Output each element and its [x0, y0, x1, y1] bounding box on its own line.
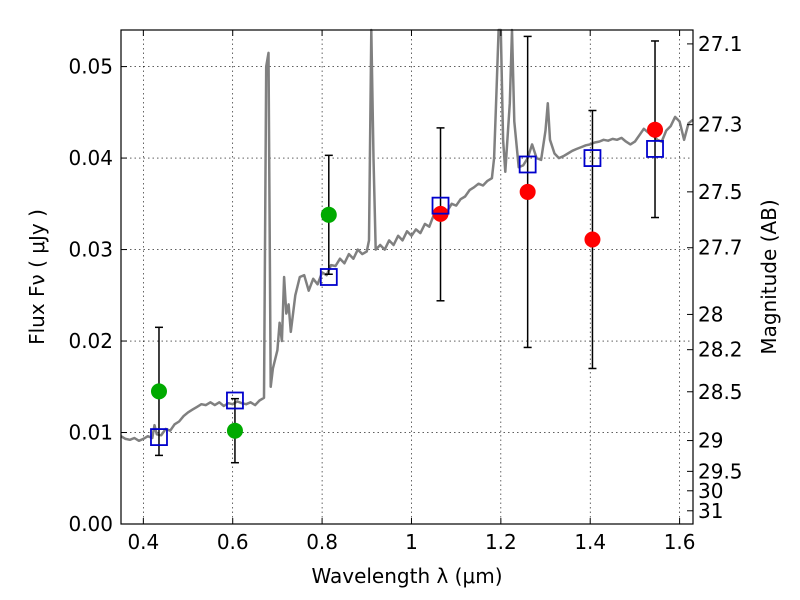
y-tick-label: 0.02 — [68, 329, 113, 353]
y-tick-label: 0.04 — [68, 146, 113, 170]
y2-tick-label: 28 — [698, 302, 723, 326]
x-tick-label: 0.4 — [127, 530, 159, 554]
optical-data-point — [226, 422, 243, 439]
y2-tick-label: 28.5 — [698, 380, 743, 404]
x-tick-label: 1 — [405, 530, 418, 554]
nir-data-point — [647, 121, 664, 138]
nir-data-point — [584, 231, 601, 248]
model-photometry-point — [518, 155, 537, 174]
error-bars — [154, 35, 660, 464]
y2-tick-label: 27.3 — [698, 113, 743, 137]
axis-ticks: 0.4 0.6 0.8 1 1.2 1.4 1.6 0.00 0.01 0.02 0.03 0.04 0… — [68, 30, 743, 554]
y2-tick-label: 28.2 — [698, 338, 743, 362]
optical-data-point — [150, 383, 167, 400]
y-tick-label: 0.05 — [68, 55, 113, 79]
y2-axis-label: Magnitude (AB) — [757, 199, 781, 354]
plot-frame — [120, 29, 694, 525]
model-spectrum — [120, 28, 694, 443]
y2-tick-label: 27.1 — [698, 32, 743, 56]
model-photometry-point — [646, 140, 664, 158]
model-photometry-point — [150, 428, 168, 446]
x-tick-label: 1.6 — [664, 530, 696, 554]
nir-data-point — [519, 183, 536, 200]
x-tick-label: 1.2 — [485, 530, 517, 554]
x-tick-label: 0.8 — [306, 530, 338, 554]
x-axis-label: Wavelength λ (μm) — [311, 564, 502, 588]
model-photometry-point — [583, 149, 602, 167]
y-tick-label: 0.00 — [68, 512, 113, 536]
photometry-markers — [150, 121, 664, 446]
y2-tick-label: 31 — [698, 499, 723, 523]
y2-tick-label: 30 — [698, 479, 723, 503]
model-photometry-point — [319, 268, 338, 286]
model-photometry-point — [431, 196, 450, 215]
x-tick-label: 1.4 — [574, 530, 606, 554]
grid — [121, 30, 693, 524]
y-tick-label: 0.03 — [68, 238, 113, 262]
y2-tick-label: 29.5 — [698, 459, 743, 483]
optical-data-point — [320, 206, 337, 223]
y-tick-label: 0.01 — [68, 421, 113, 445]
y2-tick-label: 29 — [698, 429, 723, 453]
model-spectrum-line — [120, 28, 694, 443]
y2-tick-label: 27.5 — [698, 180, 743, 204]
model-photometry-point — [226, 391, 244, 410]
y-axis-label: Flux Fν ( μJy ) — [25, 209, 49, 345]
y2-tick-label: 27.7 — [698, 236, 743, 260]
x-tick-label: 0.6 — [217, 530, 249, 554]
